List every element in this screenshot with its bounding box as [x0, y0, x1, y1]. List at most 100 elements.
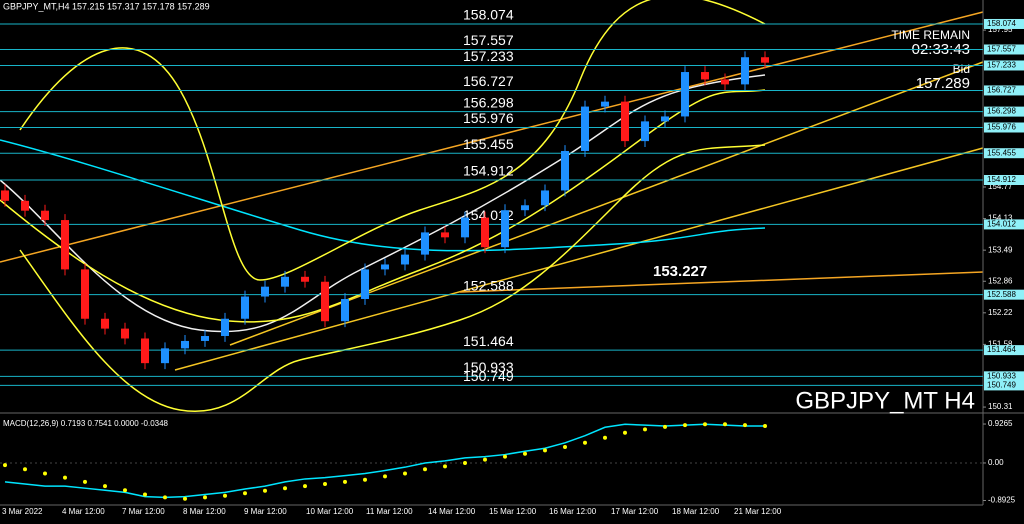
- y-tick-label: 152.22: [988, 308, 1013, 317]
- signal-dot: [343, 479, 347, 484]
- candle-body: [641, 121, 649, 142]
- trend-line: [459, 271, 984, 293]
- signal-dot: [183, 496, 187, 501]
- level-box: [984, 219, 1024, 230]
- level-box: [984, 106, 1024, 117]
- y2-tick-label: -0.8925: [988, 496, 1016, 505]
- y-tick-label: 154.13: [988, 214, 1013, 223]
- candle-body: [581, 106, 589, 151]
- level-box-label: 151.464: [987, 345, 1016, 354]
- signal-dot: [663, 424, 667, 429]
- signal-dot: [103, 484, 107, 489]
- signal-dot: [83, 479, 87, 484]
- signal-dot: [143, 492, 147, 497]
- x-tick-label: 10 Mar 12:00: [306, 507, 354, 516]
- level-label: 150.933: [463, 359, 514, 375]
- signal-dot: [3, 463, 7, 468]
- signal-dot: [383, 474, 387, 479]
- level-box: [984, 289, 1024, 300]
- bollinger-band: [19, 0, 766, 281]
- level-label: 151.464: [463, 333, 514, 349]
- level-box-label: 150.749: [987, 381, 1016, 390]
- candle-body: [181, 340, 189, 349]
- x-tick-label: 4 Mar 12:00: [62, 507, 105, 516]
- level-box-label: 154.012: [987, 220, 1016, 229]
- candle-body: [161, 348, 169, 364]
- level-label: 150.749: [463, 368, 514, 384]
- header: GBPJPY_MT,H4 157.215 157.317 157.178 157…: [3, 1, 210, 11]
- candle-body: [741, 57, 749, 85]
- candle-body: [1, 190, 9, 201]
- candle-body: [701, 72, 709, 80]
- signal-dot: [363, 477, 367, 482]
- level-box-label: 155.455: [987, 148, 1016, 157]
- signal-dot: [543, 448, 547, 453]
- candle-body: [281, 276, 289, 287]
- level-box-label: 150.933: [987, 371, 1016, 380]
- level-box-label: 155.976: [987, 123, 1016, 132]
- time-remain-label: TIME REMAIN: [891, 28, 970, 42]
- candle-body: [321, 281, 329, 322]
- candle-body: [121, 328, 129, 339]
- level-box-label: 157.557: [987, 45, 1016, 54]
- level-label: 158.074: [463, 7, 514, 23]
- level-box: [984, 44, 1024, 55]
- candle-body: [61, 220, 69, 270]
- level-label: 152.588: [463, 277, 514, 293]
- signal-dot: [683, 423, 687, 428]
- candle-body: [461, 217, 469, 238]
- signal-dot: [123, 488, 127, 493]
- level-box-label: 157.233: [987, 61, 1016, 70]
- candle-body: [761, 57, 769, 63]
- signal-dot: [43, 471, 47, 476]
- candle-body: [721, 79, 729, 85]
- bollinger-band: [0, 89, 766, 323]
- x-tick-label: 17 Mar 12:00: [611, 507, 659, 516]
- signal-dot: [723, 422, 727, 427]
- signal-dot: [743, 423, 747, 428]
- level-box: [984, 122, 1024, 133]
- candle-body: [561, 150, 569, 191]
- trend-line: [229, 61, 984, 346]
- candle-body: [201, 336, 209, 341]
- x-tick-label: 21 Mar 12:00: [734, 507, 782, 516]
- candle-body: [221, 318, 229, 337]
- x-tick-label: 14 Mar 12:00: [428, 507, 476, 516]
- candle-body: [481, 217, 489, 248]
- candle-body: [521, 205, 529, 211]
- candle-body: [261, 286, 269, 297]
- annotation: 153.227: [653, 263, 707, 280]
- candle-body: [661, 116, 669, 122]
- candle-body: [101, 318, 109, 329]
- level-box-label: 158.074: [987, 19, 1016, 28]
- signal-dot: [263, 488, 267, 493]
- signal-dot: [63, 475, 67, 480]
- y-tick-label: 153.49: [988, 245, 1013, 254]
- signal-dot: [483, 457, 487, 462]
- bollinger-band: [19, 144, 766, 413]
- candle-body: [301, 276, 309, 282]
- level-label: 157.557: [463, 32, 514, 48]
- signal-dot: [223, 493, 227, 498]
- signal-dot: [623, 430, 627, 435]
- signal-dot: [443, 464, 447, 469]
- level-box: [984, 345, 1024, 356]
- candle-body: [341, 299, 349, 322]
- signal-dot: [763, 423, 767, 428]
- trend-line: [0, 11, 984, 263]
- signal-dot: [303, 484, 307, 489]
- candle-body: [681, 72, 689, 117]
- y-tick-label: 150.31: [988, 402, 1013, 411]
- candle-body: [401, 254, 409, 265]
- signal-dot: [163, 495, 167, 500]
- signal-dot: [243, 491, 247, 496]
- signal-dot: [463, 460, 467, 465]
- candle-body: [421, 232, 429, 255]
- signal-dot: [203, 495, 207, 500]
- x-tick-label: 8 Mar 12:00: [183, 507, 226, 516]
- level-box: [984, 174, 1024, 185]
- signal-dot: [603, 435, 607, 440]
- level-box-label: 156.298: [987, 107, 1016, 116]
- level-box: [984, 380, 1024, 391]
- candle-body: [241, 296, 249, 319]
